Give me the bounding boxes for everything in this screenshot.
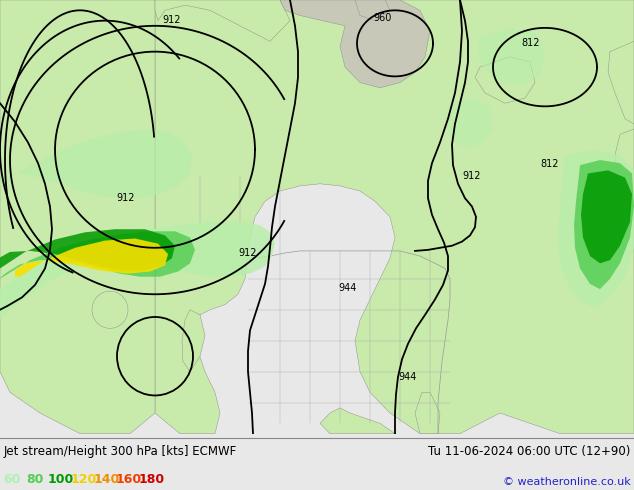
Text: 944: 944 [398, 372, 417, 382]
Text: 60: 60 [3, 473, 20, 487]
Polygon shape [615, 129, 634, 206]
Text: 944: 944 [338, 283, 356, 293]
Text: 812: 812 [540, 159, 559, 169]
Polygon shape [155, 0, 290, 41]
Polygon shape [0, 222, 275, 346]
Polygon shape [355, 0, 390, 21]
Polygon shape [320, 408, 395, 434]
Text: 80: 80 [27, 473, 44, 487]
Polygon shape [447, 98, 492, 147]
Text: 140: 140 [94, 473, 120, 487]
Text: 960: 960 [373, 13, 391, 23]
Polygon shape [280, 0, 430, 88]
Text: 912: 912 [162, 15, 181, 24]
Polygon shape [608, 41, 634, 124]
Text: 912: 912 [238, 248, 257, 258]
Polygon shape [15, 239, 168, 277]
Text: Tu 11-06-2024 06:00 UTC (12+90): Tu 11-06-2024 06:00 UTC (12+90) [429, 445, 631, 458]
Text: © weatheronline.co.uk: © weatheronline.co.uk [503, 477, 631, 487]
Polygon shape [0, 129, 192, 198]
Polygon shape [0, 229, 175, 291]
Polygon shape [574, 160, 634, 289]
Polygon shape [478, 29, 545, 85]
Text: 812: 812 [521, 38, 540, 49]
Text: 100: 100 [48, 473, 74, 487]
Circle shape [92, 291, 128, 328]
Text: 912: 912 [116, 194, 134, 203]
Text: 912: 912 [462, 171, 481, 181]
Polygon shape [155, 0, 634, 434]
Polygon shape [475, 57, 535, 103]
Polygon shape [182, 310, 205, 372]
Text: 180: 180 [138, 473, 164, 487]
Polygon shape [581, 171, 632, 263]
Text: 160: 160 [116, 473, 142, 487]
Text: Jet stream/Height 300 hPa [kts] ECMWF: Jet stream/Height 300 hPa [kts] ECMWF [3, 445, 236, 458]
Polygon shape [0, 231, 195, 305]
Text: 120: 120 [71, 473, 97, 487]
Polygon shape [415, 392, 440, 434]
Polygon shape [0, 0, 155, 434]
Polygon shape [558, 150, 634, 308]
